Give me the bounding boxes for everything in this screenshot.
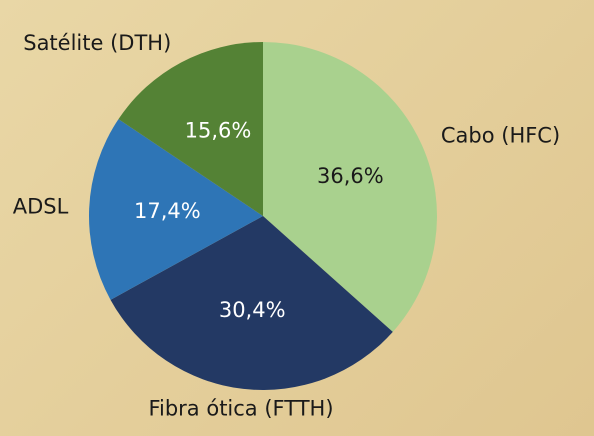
pie-slice bbox=[118, 41, 263, 216]
pie-slice bbox=[263, 42, 437, 332]
pie-slice bbox=[88, 119, 263, 300]
value-label: 15,6% bbox=[185, 119, 252, 143]
pie-slice bbox=[110, 216, 393, 390]
category-label: Fibra ótica (FTTH) bbox=[148, 397, 333, 421]
value-label: 36,6% bbox=[317, 164, 384, 188]
category-label: Satélite (DTH) bbox=[23, 31, 171, 55]
value-label: 30,4% bbox=[219, 298, 286, 322]
value-label: 17,4% bbox=[134, 199, 201, 223]
category-label: Cabo (HFC) bbox=[441, 123, 560, 147]
category-label: ADSL bbox=[13, 194, 69, 218]
